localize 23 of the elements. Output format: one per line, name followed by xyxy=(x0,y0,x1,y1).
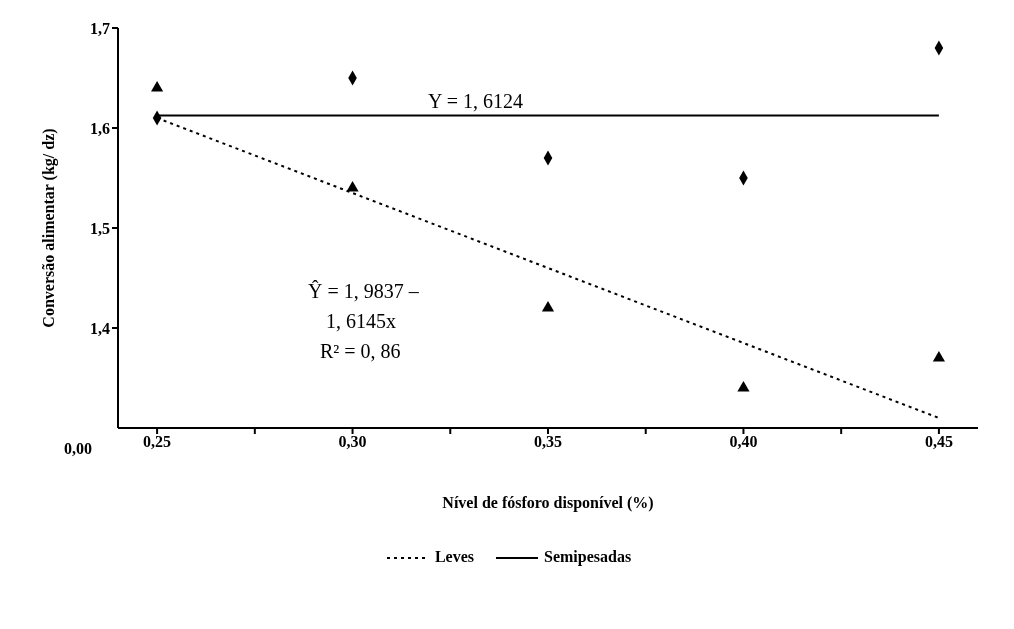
y-tick-label: 1,5 xyxy=(90,219,110,237)
annotation: 1, 6145x xyxy=(326,310,396,333)
point xyxy=(932,350,945,362)
x-axis-title: Nível de fósforo disponível (%) xyxy=(442,494,654,512)
x-tick-label: 0,45 xyxy=(924,433,953,451)
x-tick-label: 0,35 xyxy=(534,433,562,451)
point xyxy=(346,180,359,192)
x-tick-label: 0,30 xyxy=(338,433,367,451)
x-tick-label: 0,40 xyxy=(729,433,758,451)
legend-label: Semipesadas xyxy=(543,548,632,566)
point xyxy=(541,300,555,312)
y-tick-label: 1,6 xyxy=(90,119,110,137)
x-tick-label: 0,25 xyxy=(143,433,172,451)
point xyxy=(737,380,750,392)
annotation: Ŷ = 1, 9837 – xyxy=(308,280,419,303)
y-tick-label: 1,4 xyxy=(90,319,110,337)
annotation: R² = 0, 86 xyxy=(320,340,401,363)
point xyxy=(151,80,164,92)
legend-label: Leves xyxy=(434,548,474,566)
y-axis-title: Conversão alimentar (kg/ dz) xyxy=(39,128,58,328)
y-tick-label: 1,7 xyxy=(90,19,110,37)
text: 0,00 xyxy=(64,440,92,458)
annotation: Y = 1, 6124 xyxy=(428,90,523,113)
